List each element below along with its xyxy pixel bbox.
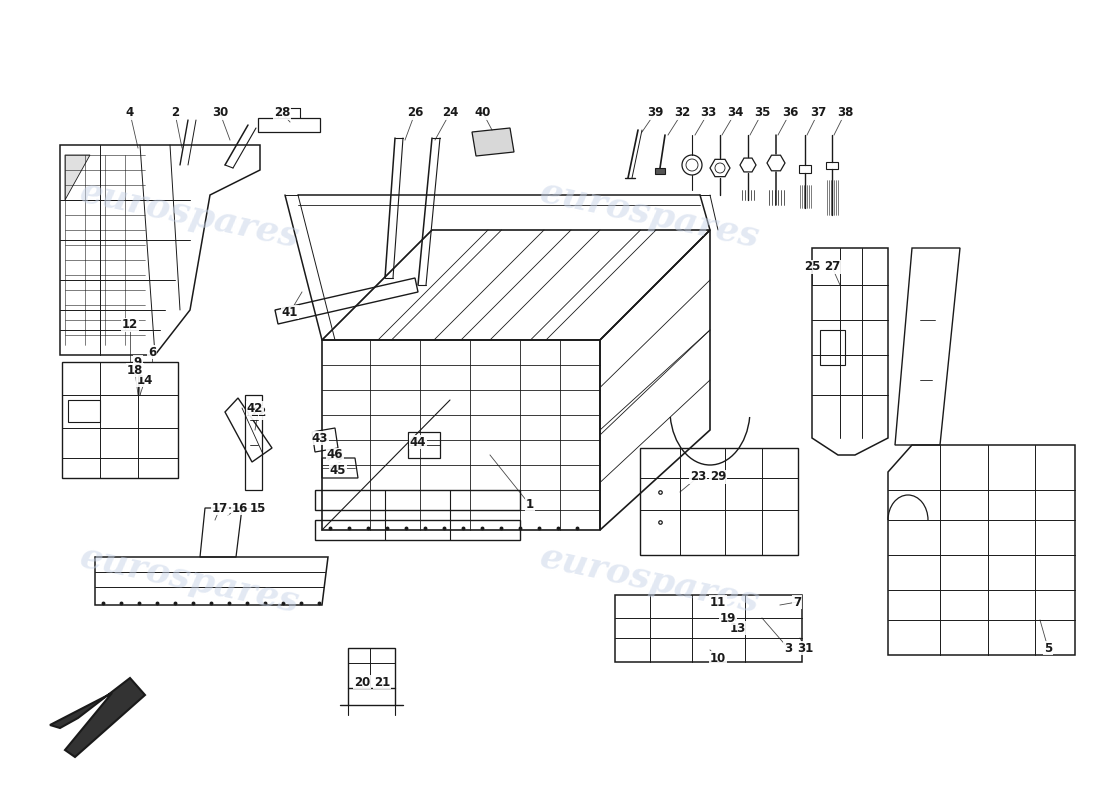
Polygon shape — [50, 678, 145, 757]
Text: 31: 31 — [796, 642, 813, 654]
Polygon shape — [472, 128, 514, 156]
Bar — [820, 330, 845, 365]
Text: 44: 44 — [409, 435, 427, 449]
Text: 33: 33 — [700, 106, 716, 119]
Text: 10: 10 — [710, 651, 726, 665]
Text: 13: 13 — [730, 622, 746, 634]
Text: 37: 37 — [810, 106, 826, 119]
Text: 27: 27 — [824, 261, 840, 274]
Text: 23: 23 — [690, 470, 706, 483]
Text: 36: 36 — [782, 106, 799, 119]
Text: 14: 14 — [136, 374, 153, 386]
Text: 40: 40 — [475, 106, 492, 119]
Polygon shape — [65, 155, 90, 200]
Bar — [826, 162, 838, 169]
Text: eurospares: eurospares — [77, 540, 303, 620]
Text: 17: 17 — [212, 502, 228, 514]
Text: 38: 38 — [837, 106, 854, 119]
Text: 45: 45 — [330, 463, 346, 477]
Text: 35: 35 — [754, 106, 770, 119]
Text: 3: 3 — [784, 642, 792, 654]
Text: 24: 24 — [442, 106, 459, 119]
Text: 2: 2 — [170, 106, 179, 119]
Bar — [654, 168, 666, 174]
Text: eurospares: eurospares — [537, 540, 763, 620]
Text: 29: 29 — [710, 470, 726, 483]
Text: 32: 32 — [674, 106, 690, 119]
Text: 46: 46 — [327, 449, 343, 462]
Text: 42: 42 — [246, 402, 263, 414]
Text: 9: 9 — [134, 355, 142, 369]
Text: 22: 22 — [250, 406, 266, 419]
Text: 12: 12 — [122, 318, 139, 331]
Text: 20: 20 — [354, 675, 370, 689]
Text: 21: 21 — [374, 675, 390, 689]
Text: 11: 11 — [710, 595, 726, 609]
Text: eurospares: eurospares — [77, 175, 303, 255]
Text: 43: 43 — [311, 431, 328, 445]
Text: 25: 25 — [804, 261, 821, 274]
Text: 1: 1 — [526, 498, 535, 511]
Text: 5: 5 — [1044, 642, 1052, 654]
Text: 16: 16 — [232, 502, 249, 514]
Text: 7: 7 — [793, 595, 801, 609]
Text: 15: 15 — [250, 502, 266, 514]
Text: 8: 8 — [334, 450, 342, 463]
Text: 18: 18 — [126, 363, 143, 377]
Text: 34: 34 — [727, 106, 744, 119]
Text: 30: 30 — [212, 106, 228, 119]
Text: 41: 41 — [282, 306, 298, 318]
Text: 6: 6 — [147, 346, 156, 358]
Text: 26: 26 — [407, 106, 424, 119]
Text: eurospares: eurospares — [537, 175, 763, 255]
Bar — [68, 400, 100, 422]
Bar — [799, 165, 811, 173]
Text: 28: 28 — [274, 106, 290, 119]
Text: 19: 19 — [719, 611, 736, 625]
Text: 4: 4 — [125, 106, 134, 119]
Text: 39: 39 — [647, 106, 663, 119]
